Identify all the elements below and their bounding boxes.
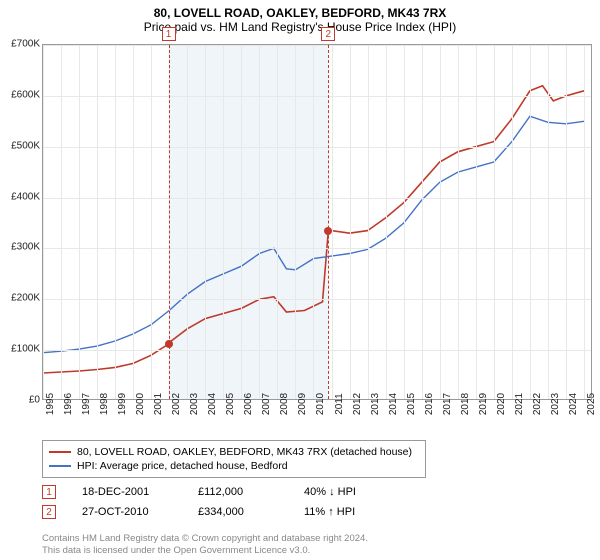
xtick-label: 2011 xyxy=(334,393,345,415)
event-date: 27-OCT-2010 xyxy=(82,506,172,518)
plot-wrap: 12 xyxy=(42,44,592,400)
event-dash xyxy=(328,45,329,399)
xtick-label: 1997 xyxy=(81,393,92,415)
event-row: 2 27-OCT-2010 £334,000 11% ↑ HPI xyxy=(42,502,356,522)
event-marker-1: 1 xyxy=(42,485,56,499)
event-dot xyxy=(165,340,173,348)
event-marker: 1 xyxy=(162,27,176,41)
xtick-label: 2001 xyxy=(153,393,164,415)
plot-area: 12 xyxy=(42,44,592,400)
xtick-label: 2005 xyxy=(225,393,236,415)
xtick-label: 2013 xyxy=(370,393,381,415)
event-date: 18-DEC-2001 xyxy=(82,486,172,498)
xtick-label: 2010 xyxy=(315,393,326,415)
ytick-label: £700K xyxy=(11,39,40,50)
ytick-label: £0 xyxy=(29,395,40,406)
ytick-label: £200K xyxy=(11,293,40,304)
xtick-label: 2016 xyxy=(424,393,435,415)
chart-subtitle: Price paid vs. HM Land Registry's House … xyxy=(0,20,600,38)
event-dot xyxy=(324,227,332,235)
legend-swatch-subject xyxy=(49,451,71,453)
chart-title: 80, LOVELL ROAD, OAKLEY, BEDFORD, MK43 7… xyxy=(0,0,600,20)
event-delta: 11% ↑ HPI xyxy=(304,506,355,518)
xtick-label: 2012 xyxy=(352,393,363,415)
legend-row-subject: 80, LOVELL ROAD, OAKLEY, BEDFORD, MK43 7… xyxy=(49,445,419,459)
legend-label-hpi: HPI: Average price, detached house, Bedf… xyxy=(77,460,288,472)
xtick-label: 2020 xyxy=(496,393,507,415)
xtick-label: 1998 xyxy=(99,393,110,415)
legend-row-hpi: HPI: Average price, detached house, Bedf… xyxy=(49,459,419,473)
xtick-label: 2024 xyxy=(568,393,579,415)
xtick-label: 2000 xyxy=(135,393,146,415)
xtick-label: 2003 xyxy=(189,393,200,415)
xtick-label: 2021 xyxy=(514,393,525,415)
legend-swatch-hpi xyxy=(49,465,71,467)
chart-lines xyxy=(43,45,593,401)
event-row: 1 18-DEC-2001 £112,000 40% ↓ HPI xyxy=(42,482,356,502)
event-marker: 2 xyxy=(321,27,335,41)
ytick-label: £300K xyxy=(11,242,40,253)
footer: Contains HM Land Registry data © Crown c… xyxy=(42,533,368,557)
footer-line2: This data is licensed under the Open Gov… xyxy=(42,545,368,557)
xtick-label: 1995 xyxy=(45,393,56,415)
ytick-label: £500K xyxy=(11,140,40,151)
xtick-label: 2022 xyxy=(532,393,543,415)
legend: 80, LOVELL ROAD, OAKLEY, BEDFORD, MK43 7… xyxy=(42,440,426,478)
ytick-label: £400K xyxy=(11,191,40,202)
xtick-label: 2004 xyxy=(207,393,218,415)
legend-label-subject: 80, LOVELL ROAD, OAKLEY, BEDFORD, MK43 7… xyxy=(77,446,412,458)
xtick-label: 2006 xyxy=(243,393,254,415)
xtick-label: 2009 xyxy=(297,393,308,415)
xtick-label: 2019 xyxy=(478,393,489,415)
event-price: £112,000 xyxy=(198,486,278,498)
footer-line1: Contains HM Land Registry data © Crown c… xyxy=(42,533,368,545)
xtick-label: 2015 xyxy=(406,393,417,415)
ytick-label: £600K xyxy=(11,89,40,100)
xtick-label: 2008 xyxy=(279,393,290,415)
xtick-label: 1999 xyxy=(117,393,128,415)
xtick-label: 1996 xyxy=(63,393,74,415)
xtick-label: 2014 xyxy=(388,393,399,415)
xtick-label: 2017 xyxy=(442,393,453,415)
xtick-label: 2025 xyxy=(586,393,597,415)
event-delta: 40% ↓ HPI xyxy=(304,486,356,498)
ytick-label: £100K xyxy=(11,344,40,355)
event-marker-2: 2 xyxy=(42,505,56,519)
xtick-label: 2023 xyxy=(550,393,561,415)
xtick-label: 2018 xyxy=(460,393,471,415)
xtick-label: 2002 xyxy=(171,393,182,415)
event-table: 1 18-DEC-2001 £112,000 40% ↓ HPI 2 27-OC… xyxy=(42,482,356,522)
xtick-label: 2007 xyxy=(261,393,272,415)
event-price: £334,000 xyxy=(198,506,278,518)
